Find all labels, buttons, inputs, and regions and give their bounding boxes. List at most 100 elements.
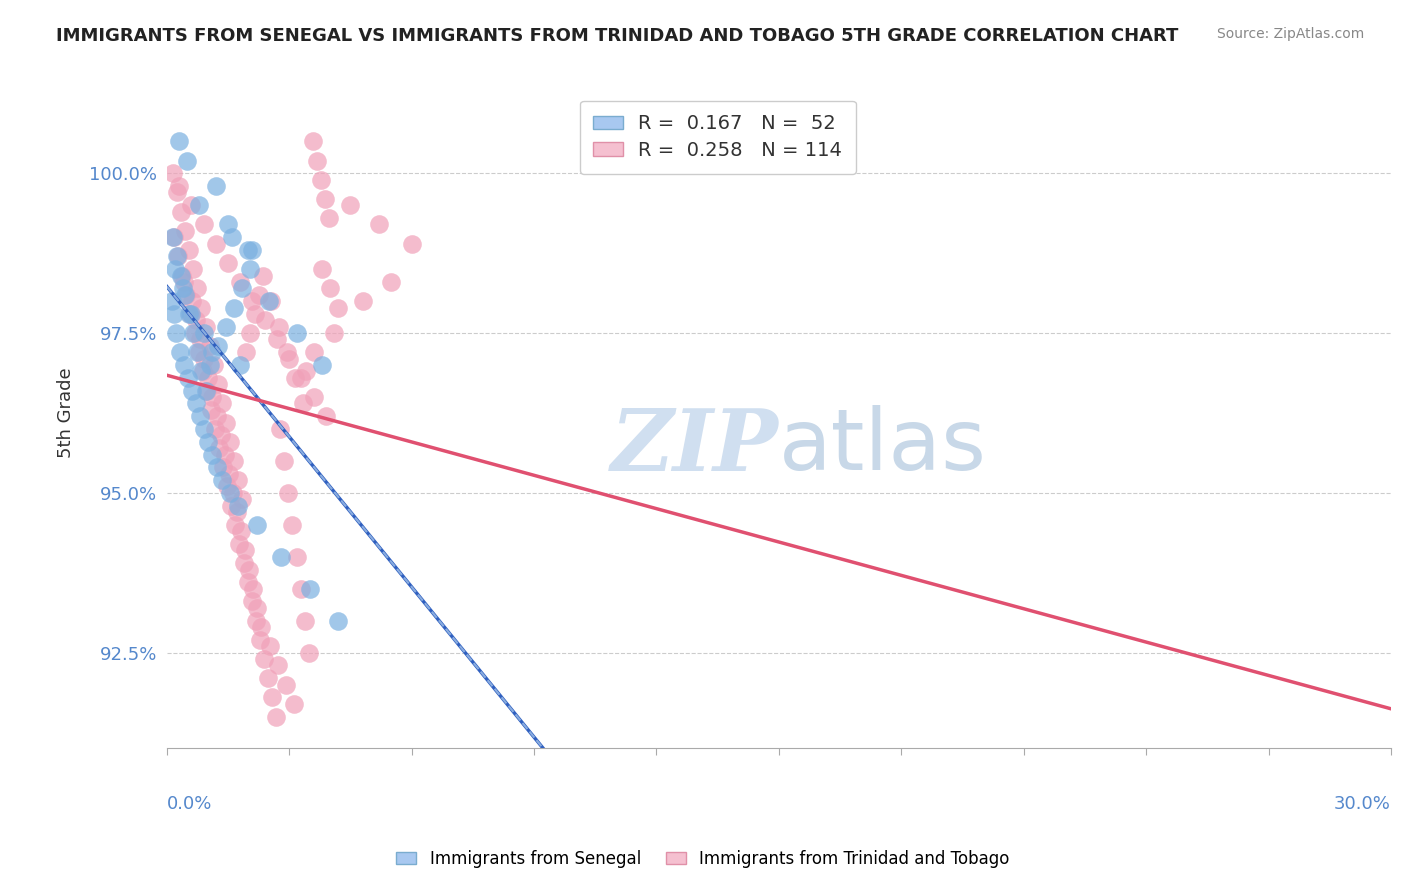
Point	[257, 671, 280, 685]
Point	[287, 326, 309, 340]
Point	[191, 364, 214, 378]
Point	[270, 549, 292, 564]
Point	[205, 460, 228, 475]
Point	[380, 275, 402, 289]
Point	[201, 345, 224, 359]
Point	[202, 358, 225, 372]
Point	[294, 364, 316, 378]
Point	[215, 319, 238, 334]
Point	[211, 473, 233, 487]
Point	[187, 345, 209, 359]
Point	[173, 275, 195, 289]
Point	[262, 690, 284, 705]
Point	[247, 287, 270, 301]
Point	[253, 652, 276, 666]
Point	[180, 198, 202, 212]
Point	[298, 646, 321, 660]
Point	[222, 486, 245, 500]
Point	[229, 275, 252, 289]
Point	[290, 582, 312, 596]
Point	[207, 339, 229, 353]
Point	[212, 460, 235, 475]
Point	[163, 230, 186, 244]
Point	[200, 402, 222, 417]
Point	[188, 333, 211, 347]
Point	[170, 268, 193, 283]
Point	[229, 524, 252, 539]
Point	[240, 594, 263, 608]
Point	[193, 422, 215, 436]
Point	[190, 364, 212, 378]
Point	[328, 614, 350, 628]
Point	[226, 473, 249, 487]
Text: 30.0%: 30.0%	[1334, 796, 1391, 814]
Point	[197, 371, 219, 385]
Point	[229, 358, 252, 372]
Point	[224, 454, 246, 468]
Point	[250, 620, 273, 634]
Point	[285, 549, 308, 564]
Point	[226, 499, 249, 513]
Text: 0.0%: 0.0%	[167, 796, 212, 814]
Point	[302, 134, 325, 148]
Point	[186, 281, 208, 295]
Point	[305, 153, 328, 168]
Point	[177, 371, 200, 385]
Point	[218, 467, 240, 481]
Point	[311, 358, 333, 372]
Point	[236, 575, 259, 590]
Point	[197, 434, 219, 449]
Point	[201, 448, 224, 462]
Point	[204, 422, 226, 436]
Point	[249, 632, 271, 647]
Point	[239, 326, 262, 340]
Point	[207, 377, 229, 392]
Point	[242, 243, 264, 257]
Point	[204, 179, 226, 194]
Point	[194, 319, 217, 334]
Point	[315, 409, 337, 424]
Point	[277, 486, 299, 500]
Text: ZIP: ZIP	[612, 405, 779, 488]
Point	[292, 396, 315, 410]
Point	[208, 441, 231, 455]
Point	[194, 384, 217, 398]
Point	[294, 614, 316, 628]
Y-axis label: 5th Grade: 5th Grade	[58, 368, 75, 458]
Point	[235, 345, 257, 359]
Point	[162, 166, 184, 180]
Point	[267, 658, 290, 673]
Point	[245, 614, 267, 628]
Point	[181, 326, 204, 340]
Point	[302, 390, 325, 404]
Point	[205, 409, 228, 424]
Point	[314, 192, 336, 206]
Point	[183, 326, 205, 340]
Point	[186, 313, 208, 327]
Point	[245, 517, 267, 532]
Point	[284, 371, 307, 385]
Point	[179, 307, 201, 321]
Point	[166, 186, 188, 200]
Point	[233, 543, 256, 558]
Text: atlas: atlas	[779, 405, 987, 488]
Point	[252, 268, 274, 283]
Point	[180, 307, 202, 321]
Point	[198, 358, 221, 372]
Point	[166, 249, 188, 263]
Point	[269, 422, 291, 436]
Point	[190, 301, 212, 315]
Point	[163, 262, 186, 277]
Point	[232, 556, 254, 570]
Point	[231, 492, 253, 507]
Point	[195, 384, 218, 398]
Point	[211, 396, 233, 410]
Point	[219, 499, 242, 513]
Point	[276, 345, 298, 359]
Point	[165, 326, 187, 340]
Point	[221, 230, 243, 244]
Point	[224, 517, 246, 532]
Point	[219, 434, 242, 449]
Point	[242, 582, 264, 596]
Point	[231, 281, 253, 295]
